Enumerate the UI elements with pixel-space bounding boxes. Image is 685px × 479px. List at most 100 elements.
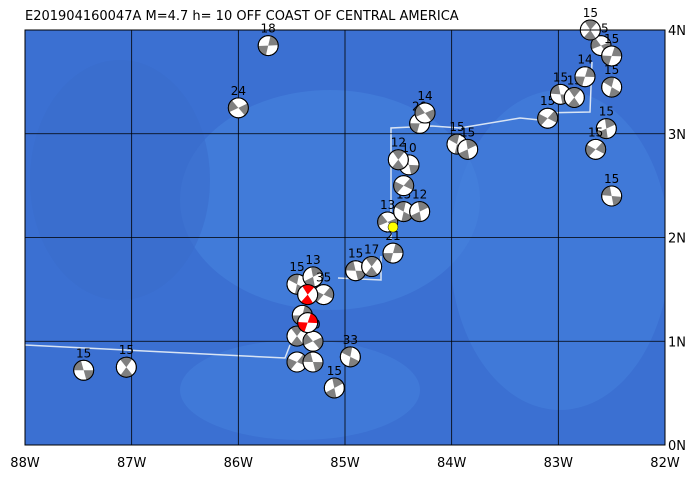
beachball bbox=[563, 86, 585, 108]
ball-rim bbox=[377, 211, 399, 233]
ball-quadrant bbox=[238, 103, 249, 116]
y-tick-label: 4N bbox=[668, 24, 685, 39]
ball-quadrant bbox=[313, 337, 324, 349]
ball-quadrant bbox=[290, 336, 304, 347]
ball-rim bbox=[563, 86, 585, 108]
beachball bbox=[339, 346, 361, 368]
ball-quadrant bbox=[550, 84, 561, 95]
beachball bbox=[574, 66, 596, 88]
ball-quadrant bbox=[365, 256, 378, 267]
ball-rim bbox=[382, 242, 404, 264]
depth-label: 15 bbox=[289, 260, 304, 274]
depth-label: 15 bbox=[449, 120, 464, 134]
ball-rim bbox=[361, 256, 383, 278]
beachball bbox=[585, 138, 607, 160]
depth-label: 12 bbox=[412, 188, 427, 202]
ball-quadrant bbox=[567, 97, 581, 108]
ball-quadrant bbox=[601, 55, 612, 66]
ball-rim bbox=[297, 312, 319, 334]
ball-quadrant bbox=[307, 313, 318, 324]
ball-rim bbox=[585, 138, 607, 160]
events: 1515182433151015133515172113151210122014… bbox=[73, 6, 623, 399]
depth-label: 10 bbox=[401, 141, 416, 155]
x-tick-label: 88W bbox=[10, 456, 40, 471]
ball-rim bbox=[393, 175, 415, 197]
x-tick-label: 86W bbox=[224, 456, 254, 471]
depth-label: 15 bbox=[583, 6, 598, 20]
ball-quadrant bbox=[297, 321, 308, 333]
ball-quadrant bbox=[585, 67, 595, 77]
ball-quadrant bbox=[575, 76, 585, 87]
y-tick-label: 0N bbox=[668, 439, 685, 454]
depth-label: 21 bbox=[385, 229, 400, 243]
beachball bbox=[387, 149, 409, 171]
ball-quadrant bbox=[258, 45, 269, 56]
beachball bbox=[297, 284, 319, 306]
ball-rim bbox=[595, 118, 617, 140]
depth-label: 15 bbox=[588, 125, 603, 139]
x-tick-label: 87W bbox=[117, 456, 147, 471]
ball-quadrant bbox=[377, 214, 388, 226]
depth-label: 15 bbox=[604, 63, 619, 77]
ball-quadrant bbox=[313, 362, 323, 372]
frame bbox=[24, 29, 666, 446]
beachball bbox=[302, 351, 324, 373]
ball-rim bbox=[414, 102, 436, 124]
ball-quadrant bbox=[409, 164, 419, 175]
depth-label: 24 bbox=[231, 84, 246, 98]
ball-quadrant bbox=[409, 123, 420, 133]
ball-rim bbox=[227, 97, 249, 119]
depth-label: 15 bbox=[119, 343, 134, 357]
x-tick-label: 82W bbox=[650, 456, 680, 471]
beachball bbox=[414, 102, 436, 124]
depth-label: 15 bbox=[460, 125, 475, 139]
ball-rim bbox=[302, 351, 324, 373]
ball-quadrant bbox=[365, 266, 378, 277]
beachball bbox=[361, 256, 383, 278]
beachball bbox=[393, 175, 415, 197]
beachball bbox=[393, 201, 415, 223]
ball-rim bbox=[409, 201, 431, 223]
ball-quadrant bbox=[595, 142, 606, 154]
ball-quadrant bbox=[301, 294, 314, 305]
depth-label: 17 bbox=[364, 243, 379, 257]
ball-rim bbox=[73, 359, 95, 381]
x-tick-label: 83W bbox=[544, 456, 574, 471]
depth-label: 15 bbox=[76, 346, 91, 360]
depth-label: 18 bbox=[261, 22, 276, 36]
ball-rim bbox=[537, 107, 559, 129]
ball-quadrant bbox=[303, 352, 313, 362]
ball-rim bbox=[297, 284, 319, 306]
ball-quadrant bbox=[393, 181, 404, 194]
depth-label: 15 bbox=[553, 70, 568, 84]
beachball bbox=[302, 330, 324, 352]
ball-quadrant bbox=[568, 87, 581, 98]
ball-quadrant bbox=[302, 284, 315, 295]
ball-quadrant bbox=[611, 46, 622, 57]
beachball bbox=[323, 377, 345, 399]
x-tick-label: 85W bbox=[330, 456, 360, 471]
beachball bbox=[227, 97, 249, 119]
ball-quadrant bbox=[585, 144, 596, 157]
ball-quadrant bbox=[268, 35, 279, 46]
depth-label: 14 bbox=[417, 89, 432, 103]
ball-quadrant bbox=[120, 367, 133, 378]
depth-label: 15 bbox=[604, 172, 619, 186]
y-tick-label: 1N bbox=[668, 335, 685, 350]
depth-label: 15 bbox=[348, 247, 363, 261]
ball-quadrant bbox=[73, 360, 84, 371]
ball-quadrant bbox=[415, 105, 425, 117]
depth-label: 14 bbox=[577, 53, 592, 67]
ball-quadrant bbox=[345, 260, 356, 271]
ball-quadrant bbox=[611, 196, 622, 206]
ball-quadrant bbox=[392, 159, 405, 170]
depth-label: 12 bbox=[391, 136, 406, 150]
beachball bbox=[115, 356, 137, 378]
ball-rim bbox=[601, 76, 623, 98]
ball-rim bbox=[601, 185, 623, 207]
beachball bbox=[409, 201, 431, 223]
beachball bbox=[257, 35, 279, 57]
beachball bbox=[457, 138, 479, 160]
ball-rim bbox=[601, 45, 623, 67]
